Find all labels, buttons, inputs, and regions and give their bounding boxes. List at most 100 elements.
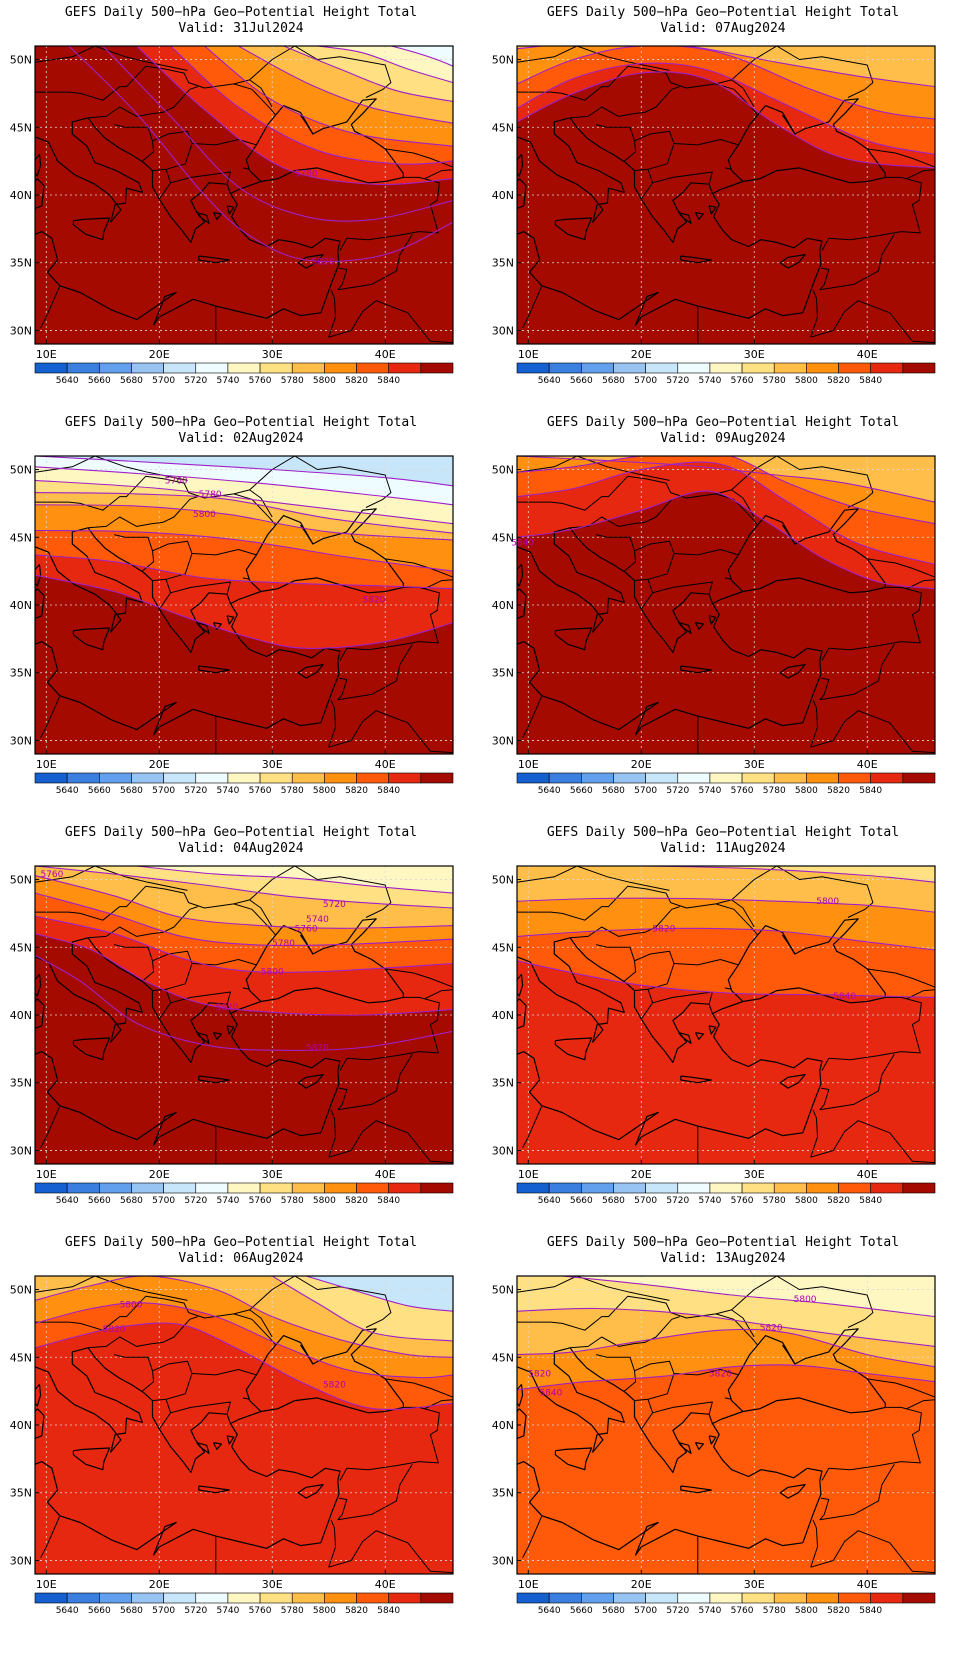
contour-line — [35, 504, 453, 541]
lat-tick-label: 50N — [10, 1284, 32, 1297]
country-border — [595, 534, 637, 572]
country-border — [40, 1515, 61, 1558]
lat-tick-label: 45N — [10, 121, 32, 134]
coastline — [212, 622, 222, 630]
colorbar-label: 5680 — [120, 1196, 143, 1206]
contour-label: 5840 — [539, 1388, 562, 1398]
coastline — [678, 622, 692, 634]
colorbar-swatch — [66, 1182, 100, 1194]
colorbar-swatch — [677, 772, 711, 784]
contour-line — [102, 46, 453, 222]
colorbar-label: 5640 — [56, 1196, 79, 1206]
lon-tick-label: 10E — [518, 1168, 539, 1181]
country-border — [88, 496, 198, 529]
lon-tick-label: 10E — [518, 1578, 539, 1591]
coastline — [569, 98, 886, 243]
colorbar-label: 5660 — [88, 1196, 111, 1206]
lat-tick-label: 35N — [492, 257, 514, 270]
country-border — [35, 65, 273, 108]
contour-line — [517, 490, 935, 590]
coastline — [87, 1328, 404, 1473]
colorbar-swatch — [99, 772, 132, 784]
panel-valid-date: Valid: 04Aug2024 — [178, 841, 304, 856]
colorbar-swatch — [291, 1182, 325, 1194]
country-border — [570, 1316, 680, 1349]
lat-tick-label: 35N — [10, 1487, 32, 1500]
coastlines — [517, 1276, 935, 1574]
country-border — [810, 699, 818, 748]
contour-label: 5760 — [40, 870, 63, 880]
coastline — [694, 1032, 704, 1040]
country-border — [673, 549, 739, 556]
colorbar-swatch — [741, 772, 775, 784]
map-fill — [35, 866, 453, 1164]
colorbar-label: 5780 — [281, 376, 304, 386]
colorbar-swatch — [709, 772, 743, 784]
contour-label: 5820 — [216, 1003, 239, 1013]
colorbar-swatch — [613, 1182, 646, 1194]
colorbar-label: 5760 — [731, 786, 754, 796]
coastline — [517, 974, 524, 997]
colorbar-label: 5740 — [698, 1606, 721, 1616]
contour-line — [35, 1302, 453, 1379]
colorbar-swatch — [806, 772, 839, 784]
panel-valid-date: Valid: 31Jul2024 — [178, 21, 304, 36]
country-border — [640, 182, 654, 200]
country-border — [346, 1406, 440, 1471]
colorbar-swatch — [195, 1182, 229, 1194]
contour-line — [238, 46, 453, 124]
lat-tick-label: 40N — [492, 1009, 514, 1022]
coastline — [934, 1362, 935, 1404]
country-border — [35, 885, 273, 928]
lat-tick-label: 50N — [10, 464, 32, 477]
colorbar-label: 5700 — [152, 1606, 175, 1616]
colorbar-swatch — [66, 1592, 100, 1604]
colorbar-label: 5740 — [698, 376, 721, 386]
country-border — [828, 176, 922, 241]
colorbar-label: 5840 — [377, 1196, 400, 1206]
country-border — [337, 1497, 348, 1521]
coastlines — [35, 1276, 453, 1574]
coastline — [708, 1025, 717, 1035]
colorbar-label: 5780 — [763, 786, 786, 796]
colorbar-label: 5660 — [88, 376, 111, 386]
contour-lines — [35, 456, 453, 649]
coastline — [742, 987, 886, 1004]
colorbar-swatch — [163, 1182, 197, 1194]
contour-line — [35, 466, 453, 506]
country-border — [810, 300, 935, 344]
colorbar-label: 5760 — [249, 786, 272, 796]
colorbar-swatch — [34, 772, 68, 784]
country-border — [673, 959, 739, 966]
lat-tick-label: 40N — [492, 1419, 514, 1432]
lon-tick-label: 20E — [631, 1578, 652, 1591]
coastline — [711, 603, 823, 724]
contour-label: 5820 — [652, 924, 675, 934]
country-border — [328, 1530, 453, 1574]
map-fill — [517, 1276, 935, 1574]
colorbar-label: 5680 — [120, 376, 143, 386]
map-fill — [35, 1276, 453, 1574]
coastline — [35, 564, 42, 587]
lat-tick-label: 50N — [10, 874, 32, 887]
colorbar-swatch — [870, 772, 904, 784]
lat-tick-label: 30N — [10, 1554, 32, 1567]
coastline — [680, 255, 712, 264]
colorbar-swatch — [902, 772, 936, 784]
colorbar-swatch — [259, 1592, 293, 1604]
country-border — [776, 46, 874, 98]
colorbar-label: 5740 — [216, 1606, 239, 1616]
country-border — [233, 83, 276, 116]
colorbar-swatch — [99, 1182, 132, 1194]
coastline — [212, 212, 222, 220]
lat-tick-label: 30N — [10, 1144, 32, 1157]
contour-label: 5800 — [193, 510, 216, 520]
contour-line — [562, 1276, 935, 1318]
colorbar-label: 5660 — [88, 786, 111, 796]
coastline — [297, 1484, 324, 1499]
coastline — [782, 524, 796, 545]
lon-tick-label: 20E — [149, 1578, 170, 1591]
colorbar-swatch — [773, 772, 807, 784]
colorbar-label: 5820 — [345, 1606, 368, 1616]
